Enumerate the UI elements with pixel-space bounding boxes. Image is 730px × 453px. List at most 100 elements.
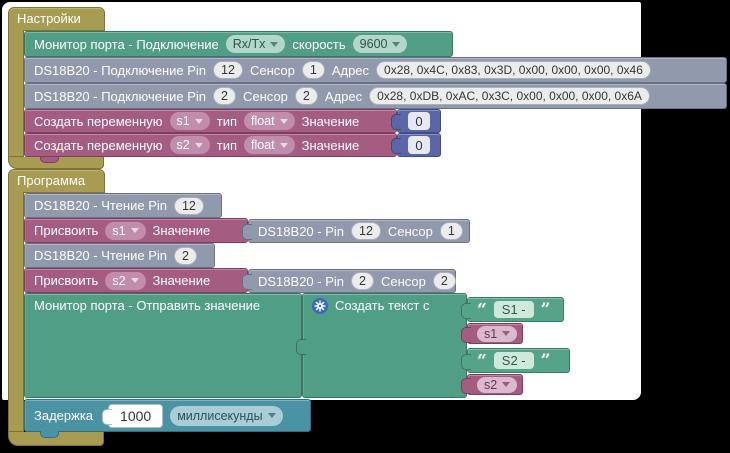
number-value-block[interactable]: 0 — [391, 133, 441, 157]
address-label: Адрес — [331, 62, 370, 78]
assign-variable-value: s1 — [112, 223, 126, 238]
dropdown-arrow-icon — [270, 41, 279, 47]
program-section-block[interactable]: Программа — [8, 169, 105, 193]
variable-name-value: s2 — [176, 138, 190, 152]
create-variable-s2-block[interactable]: Создать переменную s2 тип float Значение — [24, 133, 397, 157]
variable-type-dropdown[interactable]: float — [244, 112, 295, 130]
variable-getter-value: s1 — [484, 326, 498, 341]
settings-section-spine[interactable] — [8, 30, 24, 157]
open-quote-icon: “ — [477, 299, 487, 320]
delay-block[interactable]: Задержка 1000 миллисекунды — [24, 399, 311, 432]
value1-pin-field[interactable]: 12 — [351, 222, 381, 240]
variable-name-value: s1 — [176, 114, 190, 128]
ds18b20-read-label: DS18B20 - Чтение Pin — [34, 248, 167, 263]
serial-print-block[interactable]: Монитор порта - Отправить значение — [24, 293, 302, 398]
mutator-gear-icon[interactable] — [312, 298, 328, 314]
ds18b20-read-label: DS18B20 - Чтение Pin — [34, 198, 167, 213]
value1-sensor-field[interactable]: 1 — [439, 222, 463, 240]
dropdown-arrow-icon — [279, 142, 288, 148]
variable-s2-block[interactable]: s2 — [461, 374, 523, 395]
value-label: Значение — [152, 273, 211, 288]
variable-name-dropdown[interactable]: s1 — [169, 112, 210, 130]
serial-connect-block[interactable]: Монитор порта - Подключение Rx/Tx скорос… — [24, 31, 453, 57]
ds18b20-setup2-sensor-field[interactable]: 2 — [294, 87, 318, 105]
ds18b20-setup2-address-field[interactable]: 0x28, 0xDB, 0xAC, 0x3C, 0x00, 0x00, 0x00… — [369, 87, 650, 105]
sensor-label: Сенсор — [243, 88, 288, 104]
assign-s2-block[interactable]: Присвоить s2 Значение — [24, 268, 248, 293]
read1-pin-field[interactable]: 12 — [173, 196, 204, 215]
text-literal-s2-block[interactable]: “ S2 - ” — [461, 348, 570, 373]
number-field[interactable]: 0 — [408, 112, 430, 130]
dropdown-arrow-icon — [194, 142, 203, 148]
read2-pin-field[interactable]: 2 — [173, 246, 197, 265]
ds18b20-read2-block[interactable]: DS18B20 - Чтение Pin 2 — [24, 243, 215, 268]
ds18b20-pin-label: DS18B20 - Pin — [258, 223, 344, 239]
serial-port-dropdown[interactable]: Rx/Tx — [225, 35, 286, 53]
variable-type-dropdown[interactable]: float — [244, 136, 295, 154]
delay-next-tab — [40, 431, 59, 438]
dropdown-arrow-icon — [130, 278, 139, 283]
value-label: Значение — [301, 113, 360, 129]
settings-section-foot[interactable] — [8, 157, 104, 169]
ds18b20-value1-block[interactable]: DS18B20 - Pin 12 Сенсор 1 — [242, 219, 470, 243]
serial-port-value: Rx/Tx — [232, 37, 266, 51]
create-variable-s1-block[interactable]: Создать переменную s1 тип float Значение — [24, 109, 397, 133]
delay-label: Задержка — [34, 408, 94, 423]
type-label: тип — [216, 113, 237, 129]
close-quote-icon: ” — [540, 350, 551, 371]
delay-value-field[interactable]: 1000 — [102, 403, 164, 428]
sensor-label: Сенсор — [387, 223, 433, 239]
ds18b20-setup1-address-field[interactable]: 0x28, 0x4C, 0x83, 0x3D, 0x00, 0x00, 0x00… — [376, 61, 651, 79]
assign-label: Присвоить — [34, 273, 99, 288]
dropdown-arrow-icon — [502, 331, 511, 336]
text-literal-s1-block[interactable]: “ S1 - ” — [461, 297, 564, 322]
serial-connect-label: Монитор порта - Подключение — [34, 36, 219, 52]
ds18b20-setup1-block[interactable]: DS18B20 - Подключение Pin 12 Сенсор 1 Ад… — [24, 57, 727, 83]
value-label: Значение — [152, 223, 211, 238]
program-section-spine[interactable] — [8, 192, 24, 432]
assign-variable-value: s2 — [112, 273, 126, 288]
number-value-block[interactable]: 0 — [391, 109, 441, 133]
assign-label: Присвоить — [34, 223, 99, 238]
create-variable-label: Создать переменную — [34, 113, 163, 129]
ds18b20-pin-label: DS18B20 - Pin — [258, 273, 344, 289]
ds18b20-setup1-sensor-field[interactable]: 1 — [301, 61, 325, 79]
program-section-label: Программа — [17, 173, 86, 188]
ds18b20-setup1-label: DS18B20 - Подключение Pin — [34, 62, 207, 78]
text-field[interactable]: S1 - — [493, 301, 534, 318]
assign-variable-dropdown[interactable]: s2 — [105, 271, 146, 290]
ds18b20-setup2-block[interactable]: DS18B20 - Подключение Pin 2 Сенсор 2 Адр… — [24, 83, 727, 109]
serial-speed-value: 9600 — [359, 37, 388, 51]
dropdown-arrow-icon — [502, 382, 511, 387]
value2-sensor-field[interactable]: 2 — [432, 272, 456, 290]
delay-unit-dropdown[interactable]: миллисекунды — [170, 405, 283, 426]
variable-s1-block[interactable]: s1 — [461, 323, 523, 344]
ds18b20-read1-block[interactable]: DS18B20 - Чтение Pin 12 — [24, 193, 222, 218]
serial-print-label: Монитор порта - Отправить значение — [34, 298, 261, 313]
dropdown-arrow-icon — [194, 118, 203, 124]
text-field[interactable]: S2 - — [493, 352, 534, 369]
assign-variable-dropdown[interactable]: s1 — [105, 221, 146, 240]
variable-getter-dropdown[interactable]: s2 — [477, 376, 518, 393]
serial-speed-dropdown[interactable]: 9600 — [352, 35, 408, 53]
text-join-block[interactable]: Создать текст с — [296, 293, 467, 398]
value2-pin-field[interactable]: 2 — [351, 272, 374, 290]
ds18b20-value2-block[interactable]: DS18B20 - Pin 2 Сенсор 2 — [242, 269, 456, 293]
settings-section-block[interactable]: Настройки — [8, 7, 105, 31]
program-section-foot[interactable] — [8, 432, 104, 446]
ds18b20-setup1-pin-field[interactable]: 12 — [213, 61, 243, 79]
variable-name-dropdown[interactable]: s2 — [169, 136, 210, 154]
number-field[interactable]: 0 — [408, 136, 430, 154]
dropdown-arrow-icon — [267, 413, 276, 418]
delay-unit-value: миллисекунды — [177, 408, 263, 423]
settings-section-label: Настройки — [17, 11, 81, 26]
address-label: Адрес — [324, 88, 363, 104]
variable-type-value: float — [251, 138, 275, 152]
sensor-label: Сенсор — [380, 273, 426, 289]
ds18b20-setup2-pin-field[interactable]: 2 — [213, 87, 236, 105]
variable-getter-dropdown[interactable]: s1 — [477, 325, 518, 342]
open-quote-icon: “ — [477, 350, 487, 371]
assign-s1-block[interactable]: Присвоить s1 Значение — [24, 218, 248, 243]
dropdown-arrow-icon — [279, 118, 288, 124]
serial-speed-label: скорость — [292, 36, 346, 52]
